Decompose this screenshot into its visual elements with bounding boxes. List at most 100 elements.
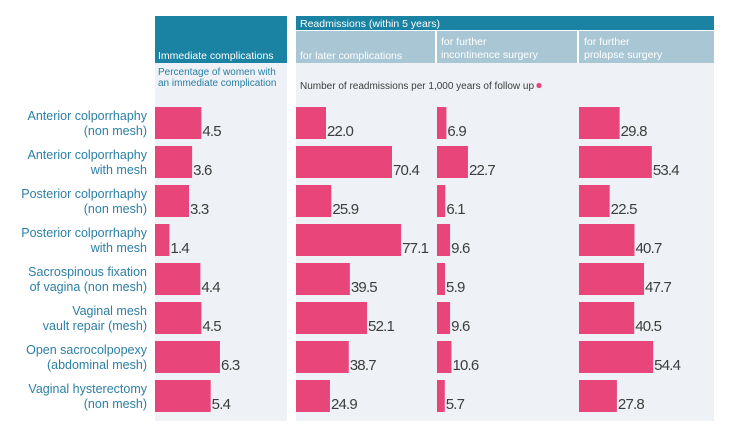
value-label-s0-r7: 5.4 (212, 396, 231, 413)
bar-s1-r3 (296, 224, 402, 256)
value-label-s2-r0: 6.9 (447, 123, 466, 140)
header-incontinence-bg (437, 31, 577, 63)
bar-s3-r1 (579, 146, 652, 178)
value-label-s3-r1: 53.4 (653, 162, 679, 179)
value-label-s3-r6: 54.4 (654, 357, 680, 374)
subtitle-immediate-line-0: Percentage of women with (158, 67, 276, 78)
bar-s0-r2 (155, 185, 190, 217)
bar-s2-r6 (437, 341, 452, 373)
header-incontinence-line-0: for further (441, 36, 487, 48)
row-label-line: vault repair (mesh) (42, 319, 147, 333)
value-label-s2-r1: 22.7 (469, 162, 495, 179)
row-label: Sacrospinous fixation of vagina (non mesh… (0, 265, 147, 295)
row-label-line: Sacrospinous fixation (28, 265, 147, 279)
bar-s2-r2 (437, 185, 446, 217)
value-label-s2-r7: 5.7 (446, 396, 465, 413)
bar-s3-r5 (579, 302, 635, 334)
row-label-line: Anterior colporrhaphy (27, 148, 147, 162)
row-label-line: (non mesh) (83, 397, 147, 411)
value-label-s0-r2: 3.3 (190, 201, 209, 218)
header-prolapse-line-0: for further (584, 36, 630, 48)
value-label-s2-r3: 9.6 (451, 240, 470, 257)
bar-s2-r7 (437, 380, 445, 412)
value-label-s2-r2: 6.1 (446, 201, 465, 218)
value-label-s0-r0: 4.5 (202, 123, 221, 140)
header-readmissions-bg (296, 16, 714, 30)
value-label-s3-r3: 40.7 (636, 240, 662, 257)
value-label-s1-r3: 77.1 (402, 240, 428, 257)
header-prolapse-line-1: prolapse surgery (584, 49, 663, 61)
row-label-line: (non mesh) (83, 202, 147, 216)
bar-s2-r5 (437, 302, 451, 334)
bar-s0-r7 (155, 380, 211, 412)
bar-s3-r2 (579, 185, 610, 217)
subtitle-readmissions: Number of readmissions per 1,000 years o… (300, 81, 534, 92)
row-label-line: Open sacrocolpopexy (26, 343, 147, 357)
value-label-s0-r4: 4.4 (201, 279, 220, 296)
row-label: Vaginal hysterectomy (non mesh) (0, 382, 147, 412)
bar-s2-r1 (437, 146, 468, 178)
value-label-s3-r7: 27.8 (618, 396, 644, 413)
row-label: Posterior colporrhaphy (non mesh) (0, 187, 147, 217)
value-label-s0-r1: 3.6 (193, 162, 212, 179)
header-prolapse-bg (579, 31, 714, 63)
value-label-s3-r0: 29.8 (621, 123, 647, 140)
row-label-line: of vagina (non mesh) (29, 280, 147, 294)
row-label-line: Posterior colporrhaphy (21, 187, 147, 201)
bar-s3-r6 (579, 341, 654, 373)
row-label-line: Posterior colporrhaphy (21, 226, 147, 240)
bar-s0-r0 (155, 107, 202, 139)
header-incontinence-line-1: incontinence surgery (441, 49, 539, 61)
bar-s0-r3 (155, 224, 170, 256)
header-later-bg (296, 31, 435, 63)
row-label: Vaginal mesh vault repair (mesh) (0, 304, 147, 334)
bar-s0-r5 (155, 302, 202, 334)
row-label: Anterior colporrhaphy with mesh (0, 148, 147, 178)
value-label-s0-r3: 1.4 (170, 240, 189, 257)
row-label-line: Vaginal mesh (72, 304, 147, 318)
bar-s1-r1 (296, 146, 392, 178)
bar-s2-r0 (437, 107, 447, 139)
value-label-s0-r6: 6.3 (221, 357, 240, 374)
value-label-s1-r7: 24.9 (331, 396, 357, 413)
bar-s2-r3 (437, 224, 451, 256)
row-label: Posterior colporrhaphy with mesh (0, 226, 147, 256)
bar-s0-r1 (155, 146, 193, 178)
bar-s3-r3 (579, 224, 635, 256)
info-icon (536, 82, 542, 89)
bar-s3-r4 (579, 263, 645, 295)
bar-s0-r6 (155, 341, 220, 373)
value-label-s1-r6: 38.7 (350, 357, 376, 374)
bar-s1-r2 (296, 185, 332, 217)
header-immediate-bg (155, 16, 287, 63)
value-label-s1-r5: 52.1 (368, 318, 394, 335)
value-label-s3-r5: 40.5 (635, 318, 661, 335)
bar-s1-r4 (296, 263, 350, 295)
value-label-s3-r4: 47.7 (645, 279, 671, 296)
header-later-line-0: for later complications (300, 50, 402, 62)
bar-s1-r7 (296, 380, 330, 412)
value-label-s0-r5: 4.5 (202, 318, 221, 335)
row-label-line: with mesh (90, 241, 147, 255)
bar-s2-r4 (437, 263, 446, 295)
value-label-s1-r0: 22.0 (327, 123, 353, 140)
row-label-line: Anterior colporrhaphy (27, 109, 147, 123)
value-label-s3-r2: 22.5 (611, 201, 637, 218)
row-label: Anterior colporrhaphy (non mesh) (0, 109, 147, 139)
value-label-s2-r6: 10.6 (452, 357, 478, 374)
value-label-s2-r5: 9.6 (451, 318, 470, 335)
value-label-s2-r4: 5.9 (446, 279, 465, 296)
bar-s1-r0 (296, 107, 326, 139)
value-label-s1-r4: 39.5 (351, 279, 377, 296)
row-label-line: with mesh (90, 163, 147, 177)
bar-s1-r5 (296, 302, 368, 334)
bar-s0-r4 (155, 263, 201, 295)
value-label-s1-r2: 25.9 (332, 201, 358, 218)
readmissions-header: Readmissions (within 5 years) (300, 18, 440, 30)
row-label-line: (non mesh) (83, 124, 147, 138)
row-label: Open sacrocolpopexy (abdominal mesh) (0, 343, 147, 373)
bar-s1-r6 (296, 341, 349, 373)
row-label-line: Vaginal hysterectomy (28, 382, 147, 396)
bar-s3-r7 (579, 380, 617, 412)
